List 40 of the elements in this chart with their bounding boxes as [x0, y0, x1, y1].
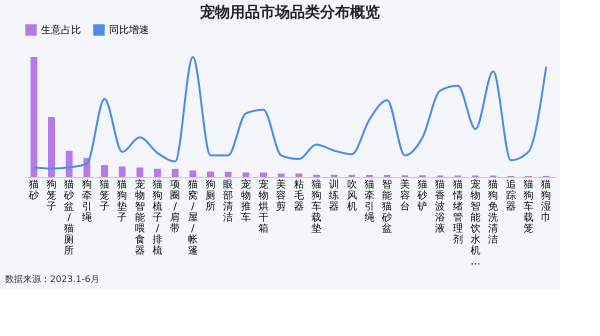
x-tick-label: 宠物烘干箱	[258, 178, 268, 234]
x-tick-label: 狗牵引绳	[82, 178, 92, 224]
x-tick-label: 宠物推车	[240, 178, 251, 224]
x-tick-label: 猫情绪管理剂	[452, 180, 463, 246]
x-tick-label: 美容台	[400, 178, 410, 212]
x-tick-label: 吹风机	[346, 180, 357, 212]
chart-title: 宠物用品市场品类分布概览	[199, 3, 380, 21]
x-tick-label: 猫砂铲	[416, 180, 428, 212]
x-tick-label: 宠物智能喂食器	[134, 178, 145, 256]
x-tick-label: 猫狗梳子/排梳	[152, 180, 162, 256]
x-tick-label: 美容剪	[276, 178, 286, 212]
x-tick-label: 猫狗湿巾	[541, 180, 552, 224]
x-tick-label: 猫砂	[28, 180, 39, 202]
x-tick-label: 猫香波浴液	[435, 180, 446, 234]
x-tick-label: 宠物智能饮水机…	[470, 178, 480, 268]
x-tick-label: 项圈/肩带	[170, 180, 180, 234]
bar	[206, 171, 214, 177]
x-tick-label: 眼部清洁	[223, 180, 234, 224]
x-tick-label: 狗笼子	[46, 178, 56, 212]
x-tick-label: 智能猫砂盆	[381, 178, 392, 234]
x-tick-label: 狗厕所	[206, 178, 216, 212]
x-tick-label: 猫笼子	[100, 180, 110, 212]
bar	[100, 165, 108, 177]
x-tick-label: 猫狗车载笼	[524, 180, 534, 234]
bar	[48, 117, 56, 177]
legend-label: 同比增速	[109, 24, 149, 36]
x-tick-label: 追踪器	[506, 178, 516, 212]
x-tick-label: 猫狗垫子	[117, 180, 128, 224]
x-tick-label: 粘毛器	[294, 178, 304, 212]
source-note: 数据来源：2023.1-6月	[5, 274, 100, 285]
x-tick-label: 训练器	[329, 178, 340, 212]
x-tick-label: 猫狗车载垫	[312, 180, 322, 234]
bar	[154, 168, 162, 177]
x-tick-label: 猫狗免洗清洁	[488, 180, 498, 246]
x-tick-label: 猫窝/屋/帐篷	[188, 180, 198, 256]
bar	[30, 57, 38, 177]
legend-label: 生意占比	[41, 24, 81, 36]
bar	[260, 172, 268, 177]
x-tick-label: 猫砂盆/猫厕所	[63, 180, 74, 256]
x-tick-label: 猫牵引绳	[364, 180, 374, 224]
